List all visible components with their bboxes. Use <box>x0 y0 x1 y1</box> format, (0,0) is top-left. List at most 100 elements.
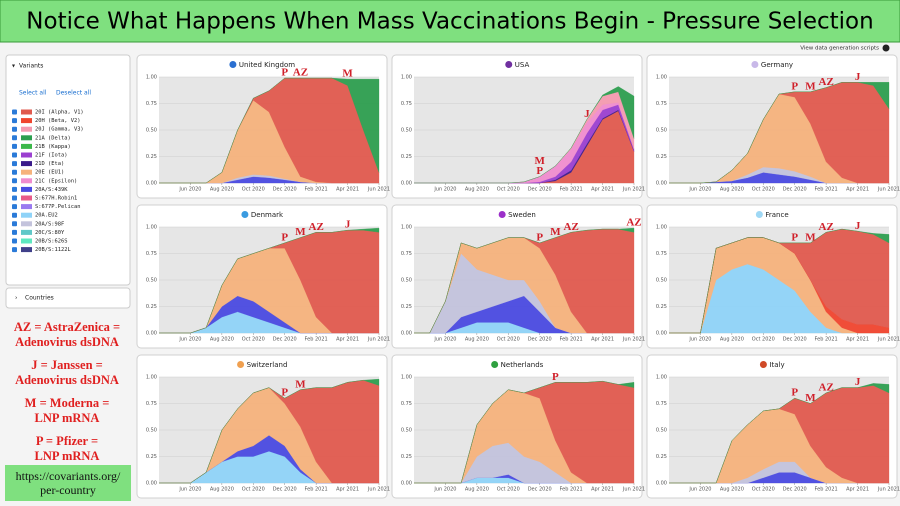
variant-label: 20A.EU2 <box>35 213 58 219</box>
x-tick-label: Jun 2020 <box>433 337 456 343</box>
variants-heading[interactable]: Variants <box>19 63 43 70</box>
y-tick-label: 0.50 <box>656 128 667 134</box>
checkbox[interactable] <box>12 195 17 201</box>
country-dot <box>498 211 506 218</box>
vaccine-marker: P <box>281 67 288 79</box>
y-tick-label: 0.50 <box>656 428 667 434</box>
y-tick-label: 0.00 <box>401 481 412 487</box>
x-tick-label: Aug 2020 <box>465 187 489 193</box>
variant-area <box>414 227 635 334</box>
checkbox[interactable] <box>12 238 17 244</box>
variant-swatch <box>21 178 32 184</box>
checkbox[interactable] <box>12 169 17 175</box>
x-tick-label: Apr 2021 <box>846 187 869 193</box>
chart-title: Switzerland <box>247 361 288 369</box>
vaccine-note: LNP mRNA <box>35 411 100 425</box>
variant-swatch <box>21 212 32 218</box>
variant-area <box>669 228 890 334</box>
y-tick-label: 0.00 <box>146 181 157 187</box>
y-tick-label: 0.25 <box>401 454 412 460</box>
variant-area <box>159 378 380 484</box>
variant-swatch <box>21 229 32 235</box>
checkbox[interactable] <box>12 143 17 149</box>
y-tick-label: 0.50 <box>401 428 412 434</box>
checkbox[interactable] <box>12 221 17 227</box>
x-tick-label: Feb 2021 <box>815 187 838 193</box>
checkbox[interactable] <box>12 178 17 184</box>
x-tick-label: Jun 2021 <box>367 187 390 193</box>
variant-swatch <box>21 143 32 149</box>
country-dot <box>229 61 237 68</box>
x-tick-label: Oct 2020 <box>242 487 265 493</box>
checkbox[interactable] <box>12 118 17 124</box>
variant-label: 20I (Alpha, V1) <box>35 110 84 116</box>
checkbox[interactable] <box>12 204 17 210</box>
y-tick-label: 0.25 <box>401 154 412 160</box>
checkbox[interactable] <box>12 247 17 253</box>
y-tick-label: 0.00 <box>146 331 157 337</box>
checkbox[interactable] <box>12 135 17 141</box>
x-tick-label: Dec 2020 <box>273 487 297 493</box>
y-tick-label: 0.50 <box>401 278 412 284</box>
y-tick-label: 0.75 <box>656 101 667 107</box>
checkbox[interactable] <box>12 161 17 167</box>
y-tick-label: 0.00 <box>401 181 412 187</box>
countries-box[interactable] <box>5 287 131 309</box>
y-tick-label: 0.75 <box>401 401 412 407</box>
x-tick-label: Jun 2021 <box>622 487 645 493</box>
scripts-link[interactable]: View data generation scripts <box>800 46 879 52</box>
variant-area <box>669 383 890 484</box>
chart-title: Italy <box>769 361 784 369</box>
checkbox[interactable] <box>12 186 17 192</box>
country-dot <box>755 211 763 218</box>
vaccine-note: Adenovirus dsDNA <box>15 373 119 387</box>
x-tick-label: Apr 2021 <box>846 337 869 343</box>
y-tick-label: 1.00 <box>146 75 157 81</box>
variant-label: 20B/S:1122L <box>35 247 71 253</box>
y-tick-label: 0.00 <box>656 181 667 187</box>
x-tick-label: Apr 2021 <box>336 487 359 493</box>
x-tick-label: Jun 2020 <box>178 187 201 193</box>
countries-heading[interactable]: Countries <box>25 295 54 302</box>
y-tick-label: 1.00 <box>146 225 157 231</box>
deselect-all[interactable]: Deselect all <box>56 90 91 97</box>
country-dot <box>759 361 767 368</box>
y-tick-label: 0.25 <box>146 154 157 160</box>
caret[interactable]: ▾ <box>12 63 15 70</box>
y-tick-label: 0.50 <box>656 278 667 284</box>
source-link[interactable]: https://covariants.org/ <box>16 469 121 483</box>
x-tick-label: Dec 2020 <box>783 487 807 493</box>
github-icon[interactable] <box>882 44 890 52</box>
vaccine-marker: P <box>536 231 543 243</box>
checkbox[interactable] <box>12 126 17 132</box>
variant-swatch <box>21 186 32 192</box>
variant-area <box>159 227 380 334</box>
y-tick-label: 1.00 <box>146 375 157 381</box>
chart-title: France <box>765 211 788 219</box>
x-tick-label: Apr 2021 <box>336 337 359 343</box>
variant-swatch <box>21 118 32 124</box>
x-tick-label: Dec 2020 <box>273 187 297 193</box>
y-tick-label: 1.00 <box>656 375 667 381</box>
y-tick-label: 0.25 <box>146 304 157 310</box>
x-tick-label: Apr 2021 <box>336 187 359 193</box>
variant-swatch <box>21 152 32 158</box>
checkbox[interactable] <box>12 229 17 235</box>
vaccine-marker: J <box>584 108 590 120</box>
chart-title: Denmark <box>251 211 284 219</box>
x-tick-label: Apr 2021 <box>591 487 614 493</box>
select-all[interactable]: Select all <box>19 90 47 97</box>
source-link[interactable]: per-country <box>40 483 96 497</box>
caret[interactable]: › <box>15 295 17 302</box>
checkbox[interactable] <box>12 109 17 115</box>
country-dot <box>505 61 513 68</box>
checkbox[interactable] <box>12 212 17 218</box>
x-tick-label: Dec 2020 <box>783 187 807 193</box>
variant-area <box>414 381 635 484</box>
variant-label: 20C/S:80Y <box>35 230 65 236</box>
variant-label: 21C (Epsilon) <box>35 178 77 184</box>
vaccine-note: Adenovirus dsDNA <box>15 335 119 349</box>
y-tick-label: 1.00 <box>656 225 667 231</box>
checkbox[interactable] <box>12 152 17 158</box>
banner-title: Notice What Happens When Mass Vaccinatio… <box>26 9 873 35</box>
